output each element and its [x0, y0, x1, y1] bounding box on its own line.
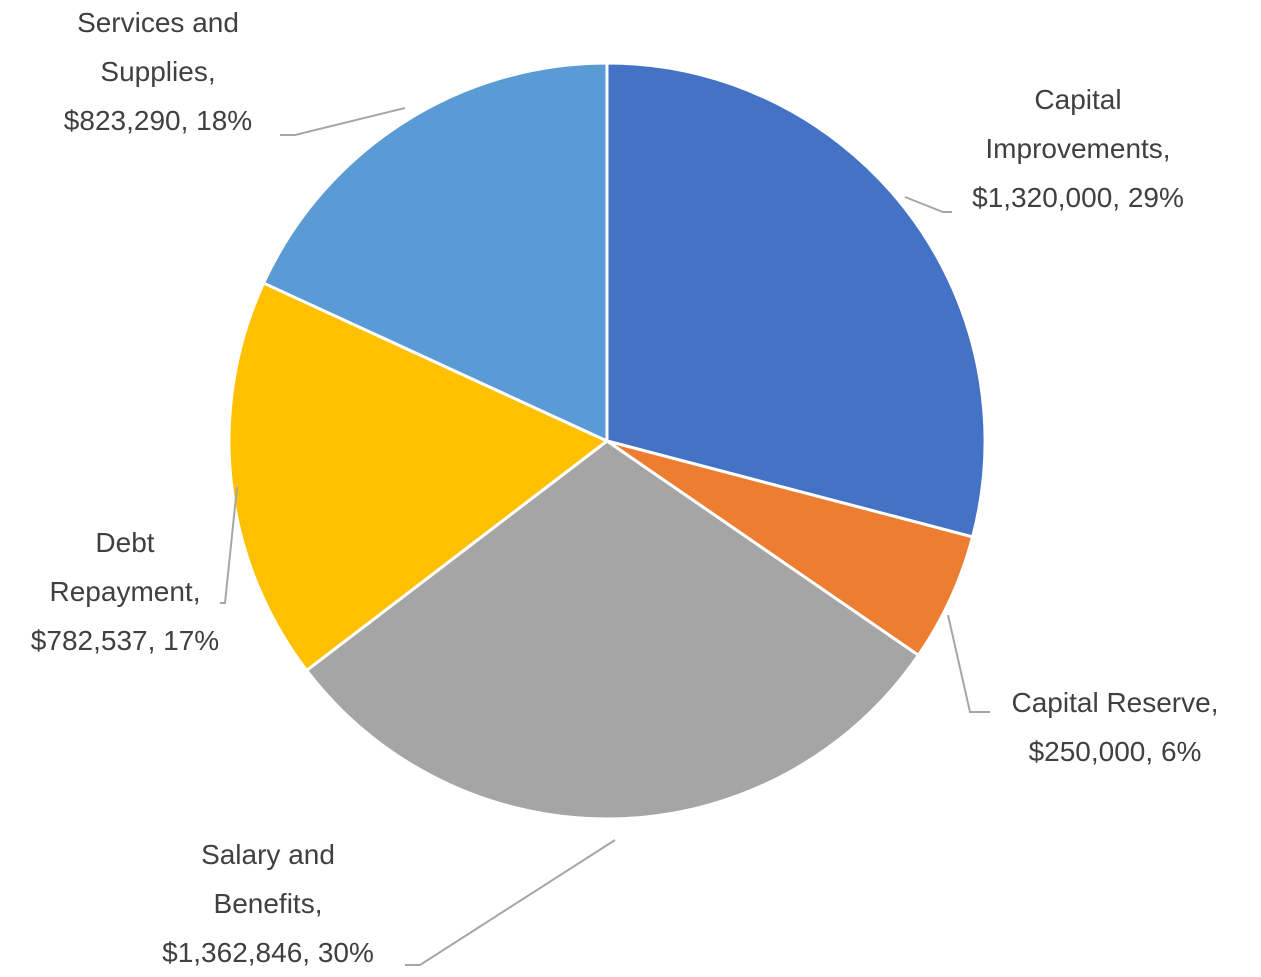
data-label: Salary and Benefits, $1,362,846, 30%: [162, 839, 374, 968]
leader-line: [405, 839, 616, 966]
pie-slice: [261, 61, 609, 444]
leader-line: [220, 486, 238, 604]
pie-slice: [227, 281, 610, 673]
data-label: Capital Improvements, $1,320,000, 29%: [972, 84, 1184, 213]
leader-line: [947, 614, 990, 713]
pie-slice: [606, 439, 975, 658]
data-label: Debt Repayment, $782,537, 17%: [31, 527, 219, 656]
leader-line: [904, 196, 952, 213]
data-label: Capital Reserve, $250,000, 6%: [1012, 687, 1219, 767]
leader-line: [280, 107, 406, 136]
data-label: Services and Supplies, $823,290, 18%: [64, 7, 252, 136]
pie-slice: [605, 61, 987, 539]
pie-slice: [304, 439, 921, 821]
